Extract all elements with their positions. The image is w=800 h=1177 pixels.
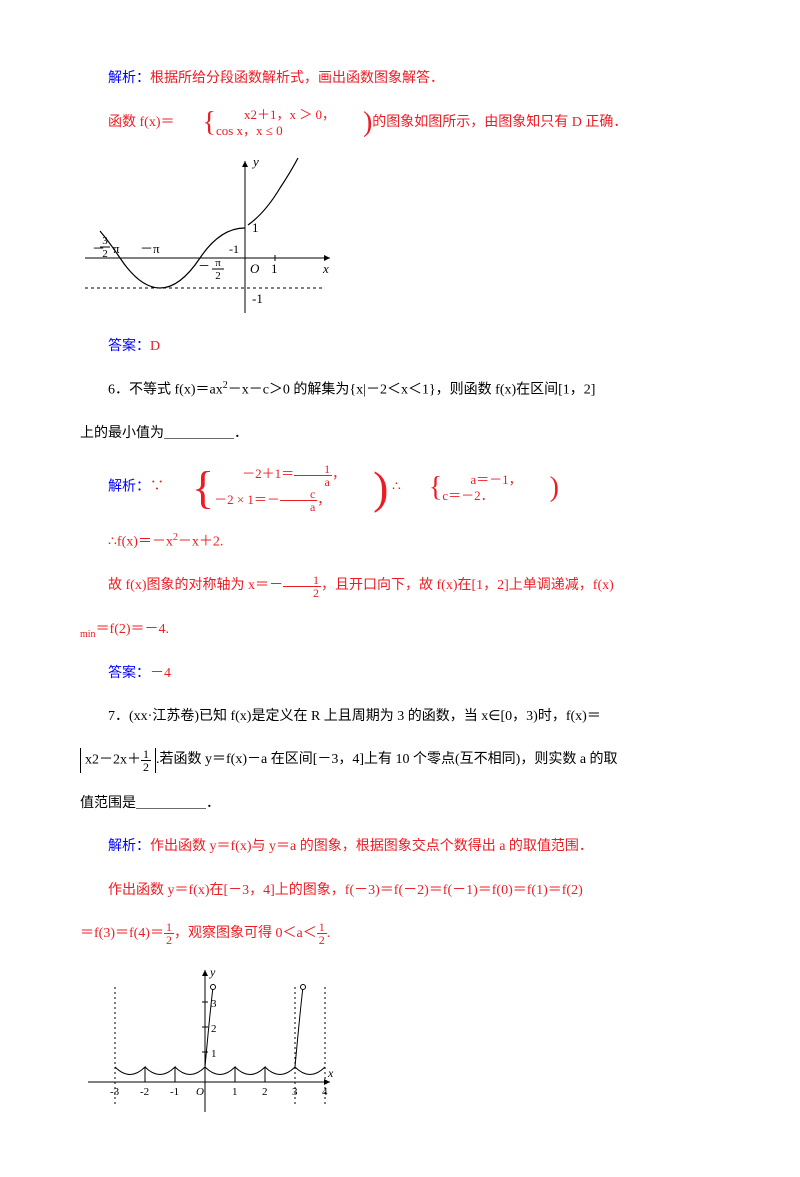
- svg-text:-1: -1: [170, 1086, 179, 1098]
- left-brace: {: [175, 109, 216, 137]
- sol6-l3-frac: 12: [283, 574, 321, 599]
- sol6-line4: min＝f(2)＝－4.: [80, 615, 720, 645]
- analysis-line-1: 解析：根据所给分段函数解析式，画出函数图象解答．: [80, 64, 720, 93]
- q7-line1: 7．(xx·江苏卷)已知 f(x)是定义在 R 上且周期为 3 的函数，当 x∈…: [80, 702, 720, 731]
- svg-text:-2: -2: [140, 1086, 149, 1098]
- svg-text:x: x: [327, 1066, 334, 1080]
- svg-text:2: 2: [262, 1086, 268, 1098]
- y1-label: 1: [252, 220, 259, 235]
- sol6-line3: 故 f(x)图象的对称轴为 x＝－12，且开口向下，故 f(x)在[1，2]上单…: [80, 571, 720, 600]
- sol7-line3: ＝f(3)＝f(4)＝12，观察图象可得 0＜a＜12.: [80, 919, 720, 948]
- sol6-rbrace2: ): [522, 474, 559, 502]
- analysis-text: 根据所给分段函数解析式，画出函数图象解答．: [150, 71, 444, 86]
- svg-text:1: 1: [232, 1086, 238, 1098]
- sol6-therefore: ∴: [392, 480, 401, 495]
- right-brace: ): [335, 109, 372, 137]
- q7-line3: 值范围是＿＿＿＿＿．: [80, 789, 720, 818]
- piecewise: x2＋1，x ＞ 0， cos x，x ≤ 0: [216, 107, 335, 138]
- sol7-line1: 解析：作出函数 y＝f(x)与 y＝a 的图象，根据图象交点个数得出 a 的取值…: [80, 832, 720, 861]
- svg-text:3: 3: [292, 1086, 298, 1098]
- sol6-lbrace2: {: [401, 474, 442, 502]
- q6-t1: 不等式 f(x)＝ax: [129, 383, 223, 398]
- sol6-eq1a: －2＋1＝: [242, 466, 294, 481]
- sol6-because: ∵: [150, 480, 164, 495]
- svg-text:y: y: [209, 965, 216, 979]
- q7-t1: (xx·江苏卷)已知 f(x)是定义在 R 上且周期为 3 的函数，当 x∈[0…: [129, 709, 601, 724]
- q6-num: 6．: [108, 383, 129, 398]
- negpi2-d: 2: [215, 270, 221, 282]
- q6-line2: 上的最小值为＿＿＿＿＿．: [80, 419, 720, 448]
- sol6-line1: 解析：∵{ －2＋1＝1a， －2 × 1＝－ca， ) ∴{ a＝－1， c＝…: [80, 462, 720, 513]
- yneg1-label: -1: [252, 291, 263, 306]
- negpi-label: －π: [140, 241, 160, 256]
- q7-abs: x2－2x＋12: [80, 748, 156, 773]
- svg-text:-3: -3: [110, 1086, 120, 1098]
- sol6-res1: a＝－1，: [470, 472, 521, 487]
- q7-t2: .若函数 y＝f(x)－a 在区间[－3，4]上有 10 个零点(互不相同)，则…: [156, 752, 618, 767]
- answer-1: 答案：D: [80, 332, 720, 361]
- q7-line2: x2－2x＋12 .若函数 y＝f(x)－a 在区间[－3，4]上有 10 个零…: [80, 745, 720, 774]
- neg32-d: 2: [102, 248, 108, 260]
- x1-label: 1: [271, 261, 278, 276]
- sol6-eqs: －2＋1＝1a， －2 × 1＝－ca，: [214, 462, 345, 513]
- analysis-prefix: 解析：: [108, 71, 150, 86]
- answer-1-val: D: [150, 339, 160, 354]
- y-label: y: [251, 154, 259, 169]
- sol6-prefix: 解析：: [108, 480, 150, 495]
- svg-text:4: 4: [322, 1086, 328, 1098]
- sol7-prefix: 解析：: [108, 839, 150, 854]
- answer-6-val: －4: [150, 666, 171, 681]
- neg32-pi: π: [113, 241, 120, 256]
- negpi2-minus: －: [198, 259, 210, 273]
- svg-text:O: O: [196, 1086, 204, 1098]
- x-label: x: [322, 261, 329, 276]
- q6-t2: －x－c＞0 的解集为{x|－2＜x＜1}，则函数 f(x)在区间[1，2]: [228, 383, 596, 398]
- svg-text:2: 2: [211, 1023, 217, 1035]
- sol7-l3-frac1: 12: [164, 921, 174, 946]
- function-def-line: 函数 f(x)＝{ x2＋1，x ＞ 0， cos x，x ≤ 0 )的图象如图…: [80, 107, 720, 138]
- answer-6-prefix: 答案：: [108, 666, 150, 681]
- case2: cos x，x ≤ 0: [216, 123, 283, 138]
- sol6-res: a＝－1， c＝－2．: [442, 472, 521, 503]
- sol6-eq2a: －2 × 1＝－: [214, 492, 280, 507]
- q7-num: 7．: [108, 709, 129, 724]
- sol6-eq2-frac: ca: [280, 488, 317, 513]
- sol6-eq1-frac: 1a: [294, 463, 332, 488]
- sol7-l3-frac2: 12: [317, 921, 327, 946]
- sol6-line2: ∴f(x)＝－x2－x＋2.: [80, 527, 720, 557]
- sol7-line2: 作出函数 y＝f(x)在[－3，4]上的图象，f(－3)＝f(－2)＝f(－1)…: [80, 876, 720, 905]
- answer-1-prefix: 答案：: [108, 339, 150, 354]
- q7-abs-frac: 12: [141, 748, 151, 773]
- sol6-lbrace: {: [164, 465, 214, 511]
- origin-label: O: [250, 261, 260, 276]
- svg-text:1: 1: [211, 1048, 217, 1060]
- sol6-rbrace1: ): [345, 465, 388, 511]
- svg-text:3: 3: [211, 998, 217, 1010]
- func-suffix: 的图象如图所示，由图象知只有 D 正确．: [372, 115, 627, 130]
- answer-6: 答案：－4: [80, 659, 720, 688]
- neg32-n: 3: [102, 235, 108, 247]
- graph-1: y x O 1 -1 1 -1 － 3 2 π －π － π 2: [80, 153, 720, 318]
- case1: x2＋1，x ＞ 0，: [244, 107, 335, 122]
- sol6-res2: c＝－2．: [442, 488, 493, 503]
- neg1-label: -1: [229, 242, 239, 256]
- graph-2-svg: -3 -2 -1 O 1 2 3 4 1 2 3 y x: [80, 962, 340, 1117]
- negpi2-n: π: [215, 257, 221, 269]
- func-prefix: 函数 f(x)＝: [108, 115, 175, 130]
- graph-2: -3 -2 -1 O 1 2 3 4 1 2 3 y x: [80, 962, 720, 1117]
- q6-line1: 6．不等式 f(x)＝ax2－x－c＞0 的解集为{x|－2＜x＜1}，则函数 …: [80, 375, 720, 405]
- graph-1-svg: y x O 1 -1 1 -1 － 3 2 π －π － π 2: [80, 153, 340, 318]
- sol7-t1: 作出函数 y＝f(x)与 y＝a 的图象，根据图象交点个数得出 a 的取值范围．: [150, 839, 593, 854]
